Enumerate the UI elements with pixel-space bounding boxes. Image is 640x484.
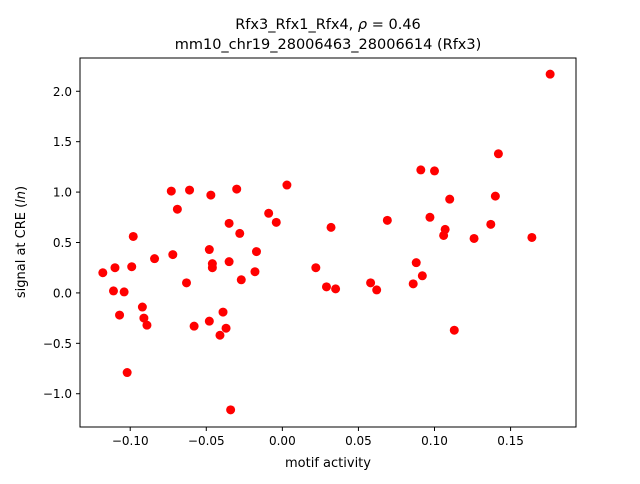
data-point (232, 184, 242, 194)
data-point (331, 284, 341, 294)
x-tick-label: −0.05 (188, 434, 225, 448)
data-point (408, 279, 418, 289)
data-point (382, 215, 392, 225)
data-point (108, 286, 118, 296)
data-point (486, 219, 496, 229)
data-point (372, 285, 382, 295)
data-point (142, 320, 152, 330)
x-tick-label: 0.10 (421, 434, 448, 448)
y-tick-label: 0.0 (53, 286, 72, 300)
data-point (416, 165, 426, 175)
data-point (250, 267, 260, 277)
x-tick-label: 0.15 (497, 434, 524, 448)
x-tick-label: 0.05 (345, 434, 372, 448)
data-point (166, 186, 176, 196)
data-point (127, 262, 137, 272)
data-point (119, 287, 129, 297)
data-point (182, 278, 192, 288)
data-point (224, 257, 234, 267)
data-point (264, 208, 274, 218)
data-point (115, 310, 125, 320)
data-point (236, 275, 246, 285)
y-tick-label: −1.0 (43, 387, 72, 401)
data-point (172, 204, 182, 214)
data-points (98, 69, 555, 415)
data-point (218, 307, 228, 317)
data-point (98, 268, 108, 278)
chart-title-line2: mm10_chr19_28006463_28006614 (Rfx3) (175, 37, 482, 53)
data-point (122, 368, 132, 378)
data-point (215, 330, 225, 340)
y-tick-label: −0.5 (43, 337, 72, 351)
x-tick-label: −0.10 (112, 434, 149, 448)
chart-title-line1: Rfx3_Rfx1_Rfx4, ρ = 0.46 (235, 17, 421, 33)
data-point (469, 233, 479, 243)
y-tick-label: 1.5 (53, 135, 72, 149)
y-tick-label: 1.0 (53, 186, 72, 200)
data-point (137, 302, 147, 312)
data-point (189, 321, 199, 331)
x-tick-label: 0.00 (269, 434, 296, 448)
data-point (425, 212, 435, 222)
data-point (185, 185, 195, 195)
y-tick-label: 2.0 (53, 85, 72, 99)
data-point (490, 191, 500, 201)
data-point (445, 194, 455, 204)
data-point (326, 222, 336, 232)
x-axis-ticks: −0.10 −0.05 0.00 0.05 0.10 0.15 (112, 427, 524, 448)
data-point (545, 69, 555, 79)
data-point (251, 247, 261, 257)
y-axis-ticks: −1.0 −0.5 0.0 0.5 1.0 1.5 2.0 (43, 85, 80, 401)
data-point (366, 278, 376, 288)
data-point (271, 217, 281, 227)
data-point (411, 258, 421, 268)
y-axis-label: signal at CRE (ln) (14, 186, 29, 298)
data-point (449, 325, 459, 335)
data-point (282, 180, 292, 190)
data-point (440, 224, 450, 234)
data-point (139, 313, 149, 323)
plot-area-frame (79, 57, 577, 428)
data-point (311, 263, 321, 273)
data-point (417, 271, 427, 281)
data-point (110, 263, 120, 273)
data-point (527, 232, 537, 242)
data-point (235, 228, 245, 238)
data-point (207, 259, 217, 269)
data-point (493, 149, 503, 159)
y-tick-label: 0.5 (53, 236, 72, 250)
data-point (221, 323, 231, 333)
data-point (204, 316, 214, 326)
data-point (204, 245, 214, 255)
data-point (206, 190, 216, 200)
data-point (226, 405, 236, 415)
data-point (430, 166, 440, 176)
data-point (150, 254, 160, 264)
data-point (224, 218, 234, 228)
data-point (321, 282, 331, 292)
data-point (128, 231, 138, 241)
x-axis-label: motif activity (285, 456, 371, 471)
data-point (168, 250, 178, 260)
